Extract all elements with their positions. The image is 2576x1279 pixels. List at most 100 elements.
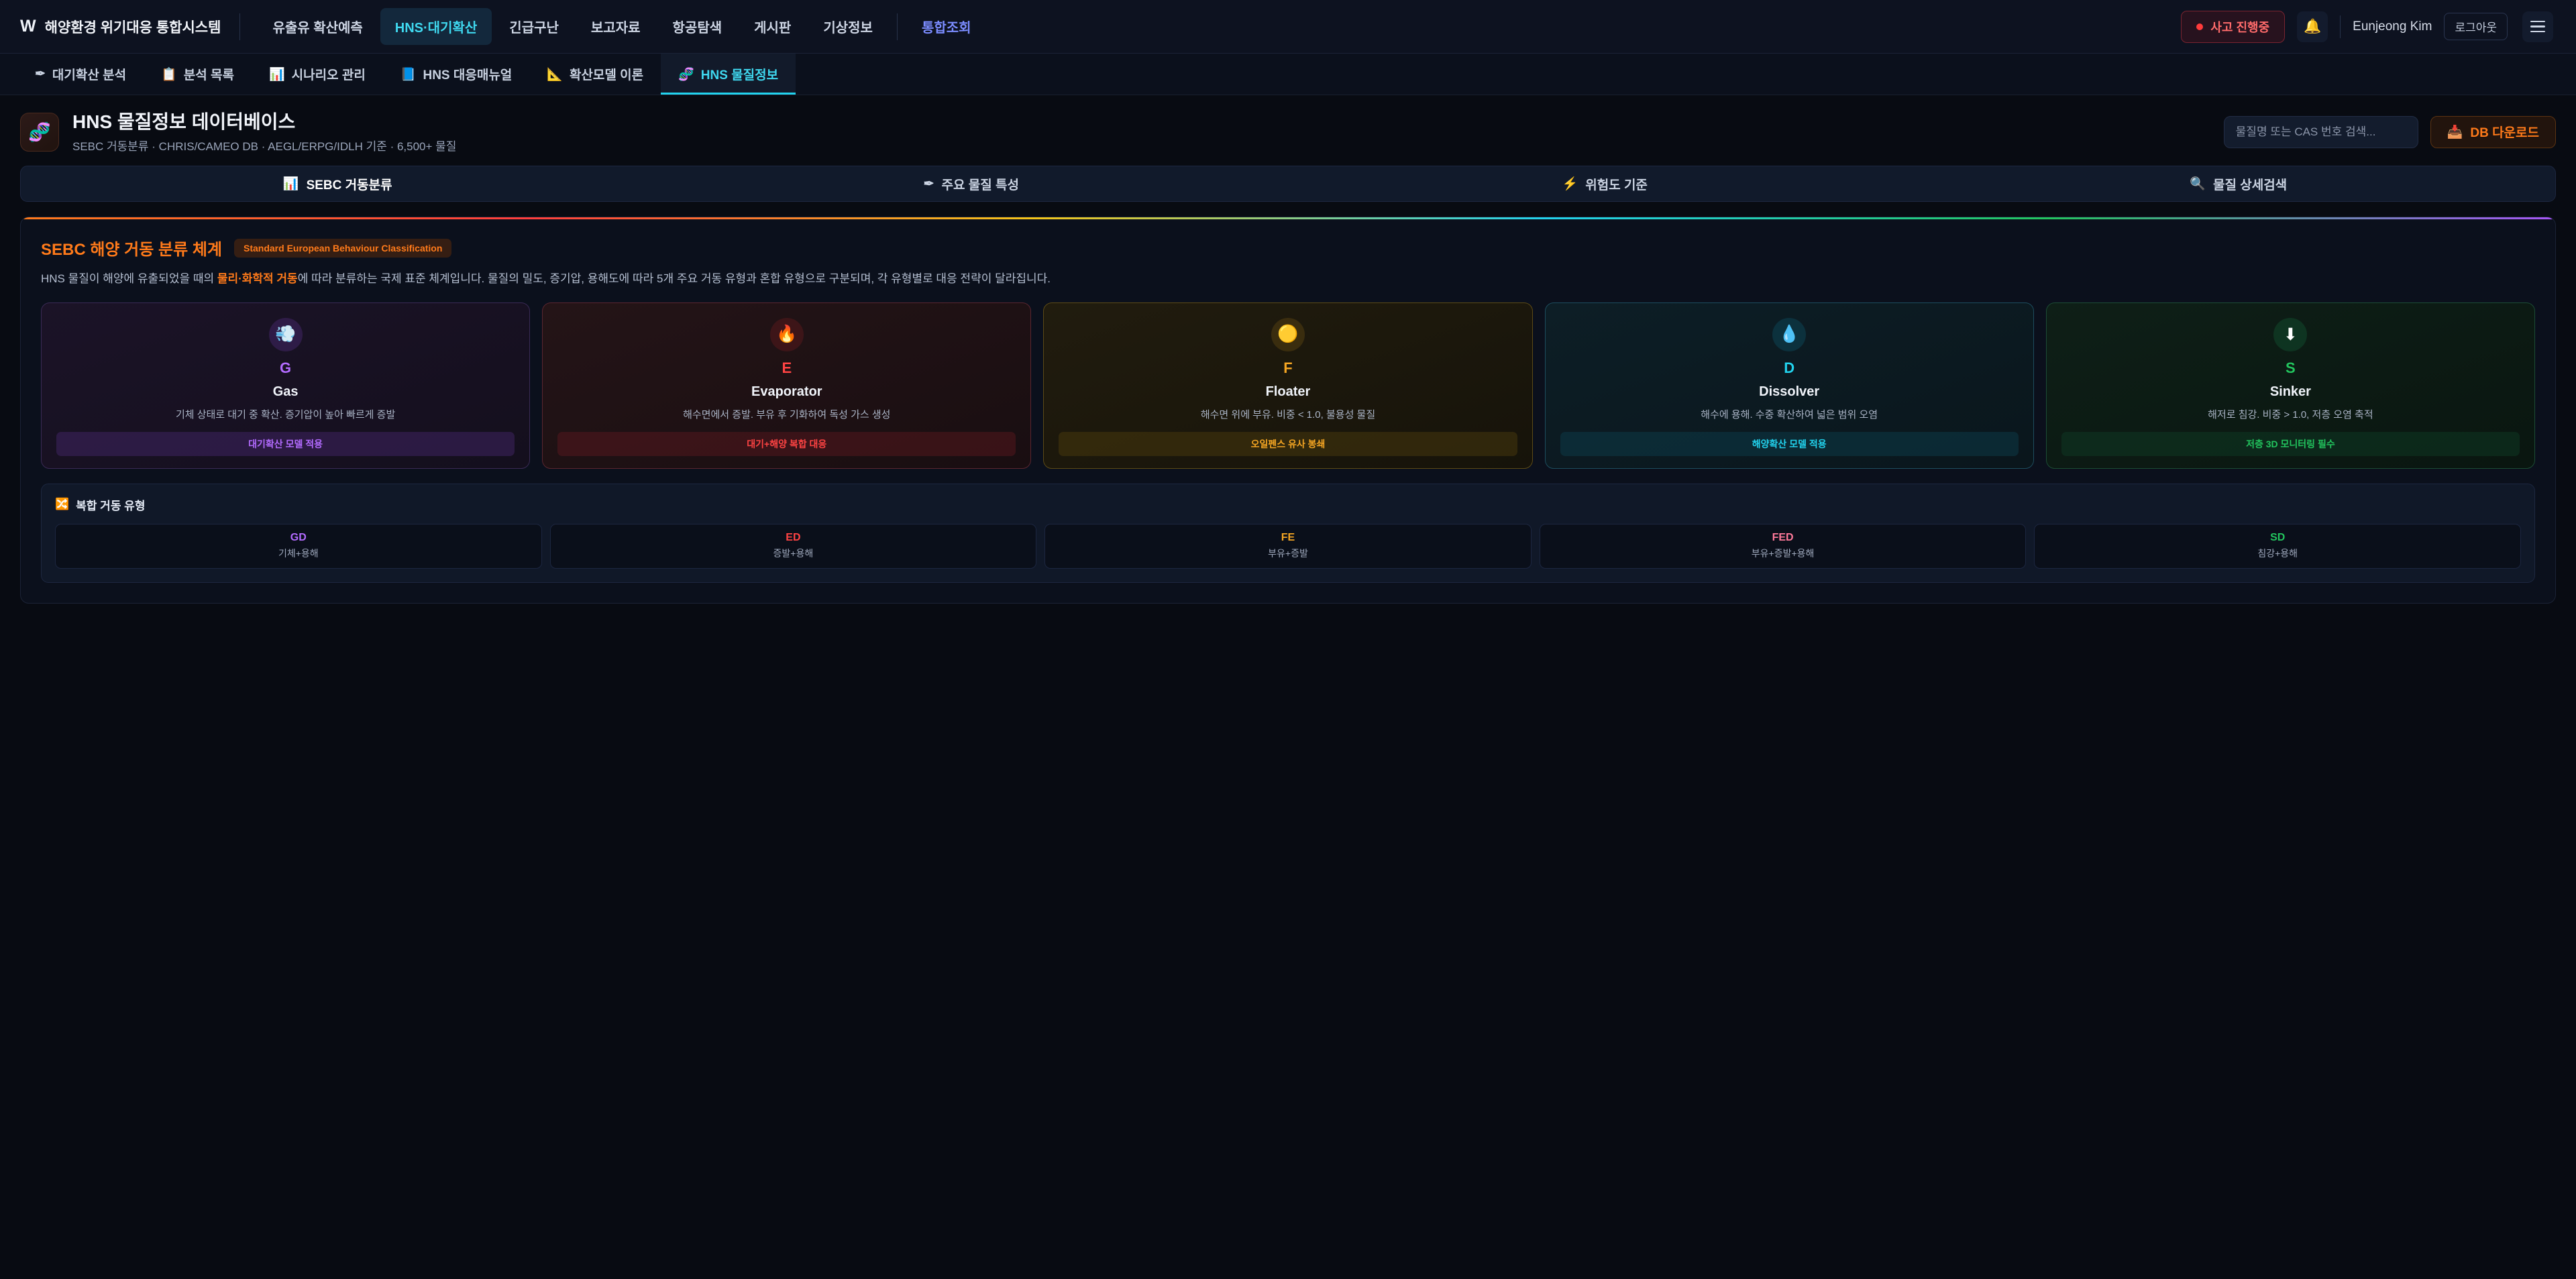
flame-icon: 🔥 (769, 317, 804, 351)
tab-label: 위험도 기준 (1585, 178, 1648, 192)
sebc-card-name: Sinker (2269, 384, 2311, 399)
subtab-dispersion-analysis[interactable]: ✒ 대기확산 분석 (17, 54, 144, 95)
combined-item-fed[interactable]: FED 부유+증발+용해 (1539, 523, 2027, 569)
sebc-card-name: Gas (272, 384, 299, 399)
hamburger-line (2530, 25, 2545, 27)
subtab-label: 분석 목록 (183, 68, 234, 82)
combined-behavior-grid: GD 기체+용해 ED 증발+용해 FE 부유+증발 FED 부유+증발+용해 … (55, 523, 2521, 569)
sebc-card-floater[interactable]: 🟡 F Floater 해수면 위에 부유. 비중 < 1.0, 불용성 물질 … (1043, 302, 1533, 469)
combined-behavior-title: 복합 거동 유형 (76, 499, 146, 512)
sebc-desc-pre: HNS 물질이 해양에 유출되었을 때의 (41, 272, 217, 285)
sebc-card-dissolver[interactable]: 💧 D Dissolver 해수에 용해. 수중 확산하여 넓은 범위 오염 해… (1544, 302, 2034, 469)
subtab-hns-manual[interactable]: 📘 HNS 대응매뉴얼 (383, 54, 529, 95)
sebc-card-tag: 저층 3D 모니터링 필수 (2061, 431, 2520, 456)
nav-item-reports[interactable]: 보고자료 (590, 21, 641, 36)
tab-hazard-criteria[interactable]: ⚡ 위험도 기준 (1288, 166, 1922, 201)
subtab-analysis-list[interactable]: 📋 분석 목록 (144, 54, 252, 95)
sebc-card-code: F (1283, 359, 1293, 376)
dna-icon: 🧬 (20, 112, 59, 152)
brand-name: 해양환경 위기대응 통합시스템 (44, 19, 221, 36)
top-header: W 해양환경 위기대응 통합시스템 유출유 확산예측 HNS·대기확산 긴급구난… (0, 0, 2576, 54)
combined-behavior-header: 🔀 복합 거동 유형 (55, 496, 2521, 513)
subtab-label: HNS 물질정보 (700, 68, 779, 82)
search-icon: 🔍 (2190, 177, 2206, 191)
tab-substance-properties[interactable]: ✒ 주요 물질 특성 (655, 166, 1289, 201)
sebc-cards-grid: 💨 G Gas 기체 상태로 대기 중 확산. 증기압이 높아 빠르게 증발 대… (41, 302, 2535, 469)
sebc-title: SEBC 해양 거동 분류 체계 (41, 241, 222, 259)
notification-bell-icon[interactable]: 🔔 (2297, 11, 2328, 42)
sebc-card-name: Floater (1265, 384, 1311, 399)
sebc-card-evaporator[interactable]: 🔥 E Evaporator 해수면에서 증발. 부유 후 기화하여 독성 가스… (542, 302, 1032, 469)
content-tab-strip: 📊 SEBC 거동분류 ✒ 주요 물질 특성 ⚡ 위험도 기준 🔍 물질 상세검… (20, 166, 2556, 202)
main-navigation: 유출유 확산예측 HNS·대기확산 긴급구난 보고자료 항공탐색 게시판 기상정… (258, 8, 985, 45)
subtab-model-theory[interactable]: 📐 확산모델 이론 (529, 54, 661, 95)
sebc-panel: SEBC 해양 거동 분류 체계 Standard European Behav… (20, 217, 2556, 604)
combined-item-gd[interactable]: GD 기체+용해 (55, 523, 542, 569)
sebc-panel-header: SEBC 해양 거동 분류 체계 Standard European Behav… (41, 236, 2535, 260)
sebc-description: HNS 물질이 해양에 유출되었을 때의 물리·화학적 거동에 따라 분류하는 … (41, 270, 2535, 288)
status-badge-label: 사고 진행중 (2210, 20, 2270, 34)
sebc-desc-emphasis: 물리·화학적 거동 (217, 272, 298, 285)
pen-icon: ✒ (923, 176, 934, 191)
ruler-icon: 📐 (547, 67, 563, 82)
combined-label: 기체+용해 (278, 548, 319, 559)
sebc-card-desc: 해저로 침강. 비중 > 1.0, 저층 오염 축적 (2208, 408, 2373, 421)
status-badge-incident[interactable]: 사고 진행중 (2181, 10, 2286, 43)
sebc-card-tag: 오일펜스 유사 봉쇄 (1059, 431, 1517, 456)
search-input[interactable] (2223, 115, 2418, 148)
combined-label: 부유+증발+용해 (1751, 548, 1815, 559)
brand[interactable]: W 해양환경 위기대응 통합시스템 (20, 17, 239, 37)
sebc-card-code: G (280, 359, 292, 376)
subtab-scenario-management[interactable]: 📊 시나리오 관리 (252, 54, 383, 95)
nav-divider (896, 13, 898, 40)
page-header-actions: 📥 DB 다운로드 (2223, 115, 2556, 148)
brand-logo-icon: W (20, 17, 36, 36)
chart-icon: 📊 (282, 177, 299, 191)
down-arrow-icon: ⬇ (2273, 317, 2308, 351)
combined-code: ED (786, 531, 801, 543)
combined-item-ed[interactable]: ED 증발+용해 (549, 523, 1037, 569)
combined-code: FE (1281, 531, 1295, 543)
tab-label: SEBC 거동분류 (306, 178, 392, 192)
nav-item-integrated-query[interactable]: 통합조회 (921, 21, 971, 36)
combined-item-sd[interactable]: SD 침강+용해 (2034, 523, 2521, 569)
nav-item-weather[interactable]: 기상정보 (823, 21, 873, 36)
hamburger-line (2530, 20, 2545, 23)
tab-label: 주요 물질 특성 (941, 178, 1019, 192)
nav-item-oil-spill[interactable]: 유출유 확산예측 (272, 21, 363, 36)
sebc-card-sinker[interactable]: ⬇ S Sinker 해저로 침강. 비중 > 1.0, 저층 오염 축적 저층… (2045, 302, 2535, 469)
sebc-card-code: S (2286, 359, 2296, 376)
combined-code: SD (2270, 531, 2286, 543)
subtab-label: 대기확산 분석 (52, 68, 127, 82)
sebc-card-gas[interactable]: 💨 G Gas 기체 상태로 대기 중 확산. 증기압이 높아 빠르게 증발 대… (41, 302, 531, 469)
nav-item-hns-atmospheric[interactable]: HNS·대기확산 (380, 8, 492, 45)
tab-substance-detail-search[interactable]: 🔍 물질 상세검색 (1922, 166, 2556, 201)
nav-item-aerial-search[interactable]: 항공탐색 (672, 21, 722, 36)
sebc-card-code: E (782, 359, 792, 376)
brand-divider (239, 13, 241, 40)
status-dot-icon (2196, 23, 2204, 30)
logout-button[interactable]: 로그아웃 (2444, 13, 2508, 40)
subtab-hns-substance-info[interactable]: 🧬 HNS 물질정보 (661, 54, 796, 95)
db-download-button[interactable]: 📥 DB 다운로드 (2430, 115, 2556, 148)
sebc-card-desc: 해수에 용해. 수중 확산하여 넓은 범위 오염 (1701, 408, 1878, 421)
hamburger-menu-icon[interactable] (2522, 11, 2553, 42)
sebc-card-name: Dissolver (1759, 384, 1820, 399)
sebc-card-desc: 해수면 위에 부유. 비중 < 1.0, 불용성 물질 (1200, 408, 1376, 421)
nav-item-board[interactable]: 게시판 (754, 21, 792, 36)
pen-icon: ✒ (35, 67, 46, 81)
page-header: 🧬 HNS 물질정보 데이터베이스 SEBC 거동분류 · CHRIS/CAME… (0, 95, 2576, 166)
clipboard-icon: 📋 (161, 67, 177, 82)
sebc-card-desc: 해수면에서 증발. 부유 후 기화하여 독성 가스 생성 (683, 408, 891, 421)
combined-code: GD (290, 531, 307, 543)
tab-sebc-classification[interactable]: 📊 SEBC 거동분류 (21, 166, 655, 201)
user-name: Eunjeong Kim (2353, 19, 2432, 34)
book-icon: 📘 (400, 67, 417, 82)
hamburger-line (2530, 30, 2545, 33)
combined-label: 부유+증발 (1268, 548, 1308, 559)
nav-item-emergency-rescue[interactable]: 긴급구난 (509, 21, 559, 36)
combined-item-fe[interactable]: FE 부유+증발 (1044, 523, 1532, 569)
sebc-card-tag: 대기확산 모델 적용 (56, 431, 515, 456)
subtab-label: HNS 대응매뉴얼 (423, 68, 513, 82)
page-title: HNS 물질정보 데이터베이스 (72, 111, 296, 132)
